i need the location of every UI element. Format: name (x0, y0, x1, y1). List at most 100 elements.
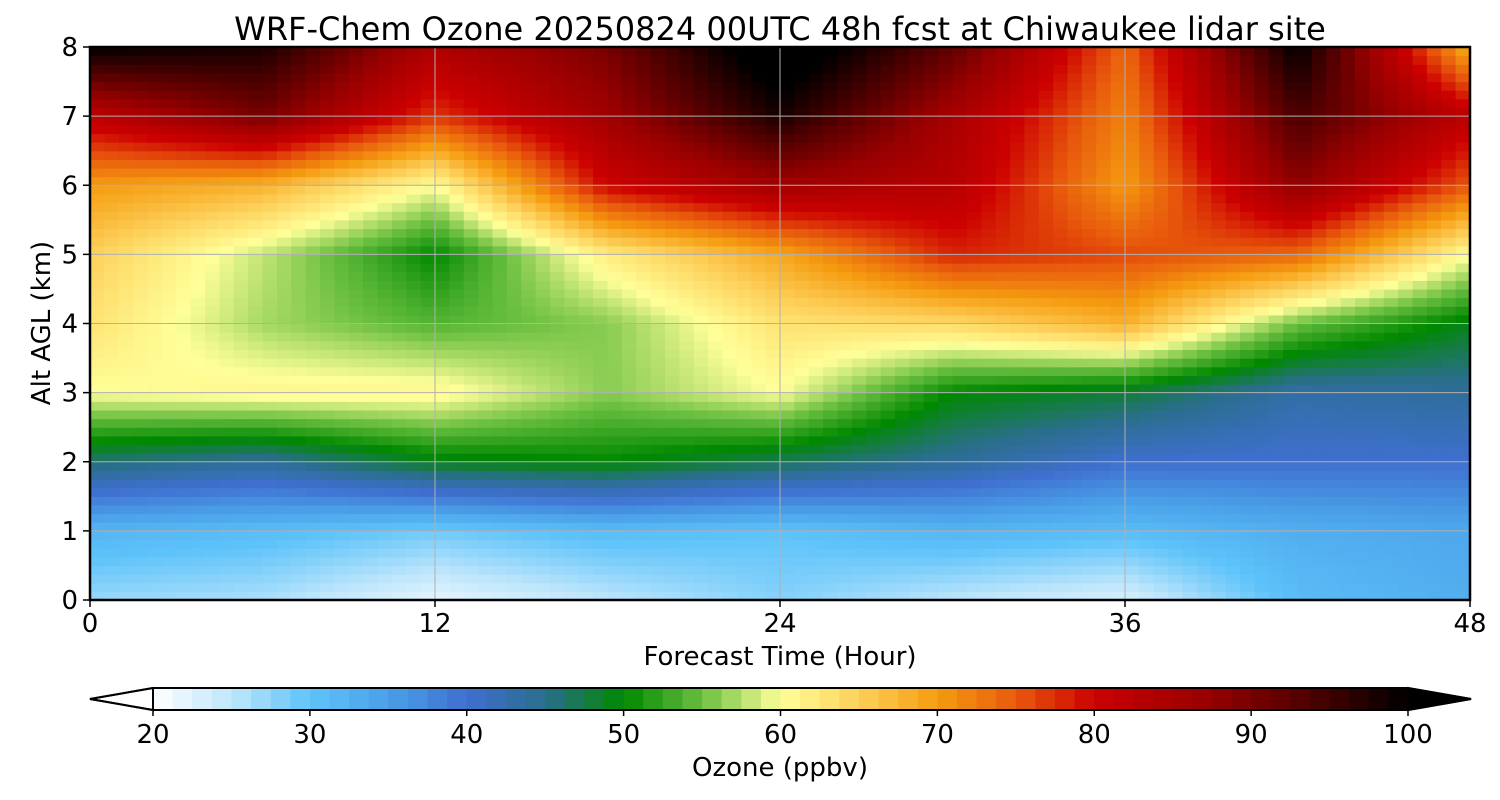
heat-cell (895, 565, 910, 575)
heat-cell (952, 530, 968, 541)
heat-cell (650, 479, 666, 489)
heat-cell (808, 435, 824, 446)
heat-cell (449, 487, 465, 497)
heat-cell (506, 193, 522, 204)
heat-cell (736, 358, 752, 368)
heat-cell (765, 556, 781, 567)
heat-cell (1355, 556, 1370, 567)
heat-cell (1355, 375, 1370, 385)
heat-cell (880, 556, 896, 567)
heat-cell (1196, 159, 1212, 169)
heat-cell (435, 479, 450, 489)
heat-cell (334, 167, 350, 178)
heat-cell (650, 366, 666, 376)
heat-cell (1268, 332, 1284, 342)
heat-cell (233, 245, 249, 255)
heat-cell (736, 323, 752, 333)
heat-cell (1355, 228, 1370, 238)
heat-cell (334, 487, 350, 497)
heat-cell (535, 288, 551, 299)
heat-cell (1455, 366, 1471, 376)
heat-cell (147, 288, 163, 299)
heat-cell (1311, 582, 1327, 592)
heat-cell (578, 487, 594, 497)
heat-cell (722, 193, 738, 204)
heat-cell (880, 591, 896, 601)
heat-cell (564, 288, 580, 299)
heat-cell (578, 504, 594, 515)
heat-cell (463, 513, 479, 523)
heat-cell (1125, 392, 1140, 402)
heat-cell (952, 185, 968, 195)
heat-cell (823, 228, 839, 238)
heat-cell (607, 444, 623, 454)
heat-cell (334, 288, 350, 299)
heat-cell (262, 401, 278, 411)
heat-cell (276, 349, 292, 359)
heat-cell (708, 237, 724, 247)
heat-cell (1355, 504, 1370, 515)
heat-cell (1426, 167, 1442, 178)
heat-cell (133, 297, 149, 307)
heat-cell (880, 167, 896, 178)
heat-cell (1225, 548, 1241, 558)
heat-cell (161, 479, 177, 489)
heat-cell (794, 427, 810, 437)
heat-cell (1326, 332, 1342, 342)
heat-cell (363, 228, 379, 238)
heat-cell (262, 375, 278, 385)
heat-cell (147, 392, 163, 402)
heat-cell (104, 219, 120, 230)
heat-cell (205, 444, 220, 454)
heat-cell (1283, 185, 1299, 195)
heat-cell (751, 401, 767, 411)
heat-cell (133, 280, 149, 290)
heat-cell (1426, 539, 1442, 549)
heat-cell (550, 150, 565, 160)
heat-cell (722, 392, 738, 402)
heat-cell (1139, 582, 1155, 592)
heat-cell (233, 176, 249, 186)
heat-cell (133, 159, 149, 169)
heat-cell (923, 150, 939, 160)
heat-cell (923, 556, 939, 567)
heat-cell (1268, 375, 1284, 385)
heat-cell (104, 574, 120, 584)
heat-cell (952, 176, 968, 186)
heat-cell (1254, 444, 1270, 454)
heat-cell (506, 245, 522, 255)
heat-cell (837, 479, 853, 489)
heat-cell (995, 306, 1011, 316)
heat-cell (248, 150, 264, 160)
heat-cell (780, 582, 795, 592)
heat-cell (1110, 202, 1126, 212)
heat-cell (679, 574, 695, 584)
heat-cell (1311, 487, 1327, 497)
heat-cell (449, 263, 465, 273)
heat-cell (1240, 444, 1255, 454)
heat-cell (1340, 453, 1356, 463)
heat-cell (492, 522, 508, 532)
heat-cell (1038, 297, 1054, 307)
heat-cell (1081, 375, 1097, 385)
heat-cell (593, 271, 609, 281)
heat-cell (420, 383, 436, 394)
heat-cell (1340, 479, 1356, 489)
heat-cell (1455, 332, 1471, 342)
heat-cell (377, 288, 393, 299)
heat-cell (104, 582, 120, 592)
heat-cell (995, 427, 1011, 437)
heat-cell (1196, 582, 1212, 592)
heat-cell (1196, 176, 1212, 186)
heat-cell (233, 487, 249, 497)
heat-cell (1297, 332, 1313, 342)
heat-cell (463, 280, 479, 290)
heat-cell (722, 565, 738, 575)
heat-cell (1441, 427, 1457, 437)
heat-cell (1340, 349, 1356, 359)
heat-cell (190, 392, 206, 402)
heat-cell (1340, 539, 1356, 549)
heat-cell (1168, 530, 1184, 541)
heat-cell (435, 504, 450, 515)
heat-cell (1398, 487, 1414, 497)
